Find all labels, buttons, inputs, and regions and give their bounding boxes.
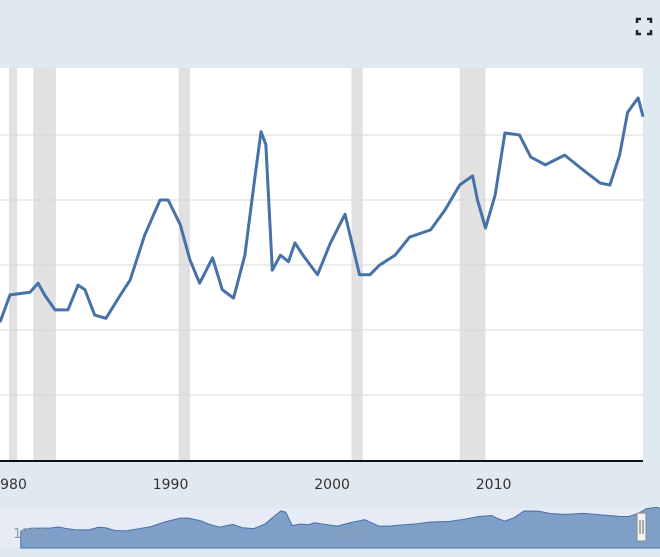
navigator-label: 1980 [13,527,46,542]
x-tick-label: 2000 [314,477,350,493]
recession-band [178,68,190,460]
x-tick-label: 1990 [153,477,189,493]
navigator-area [20,506,660,549]
recession-band [459,68,486,460]
data-line [0,96,645,323]
navigator-handle[interactable] [636,512,647,542]
recession-band [33,68,56,460]
x-tick-label: 1980 [0,477,27,493]
navigator-label: 2000 [335,527,368,542]
x-tick-label: 2010 [476,477,512,493]
handle-grip [639,520,644,534]
recession-band [9,68,18,460]
fullscreen-icon[interactable] [635,17,653,36]
